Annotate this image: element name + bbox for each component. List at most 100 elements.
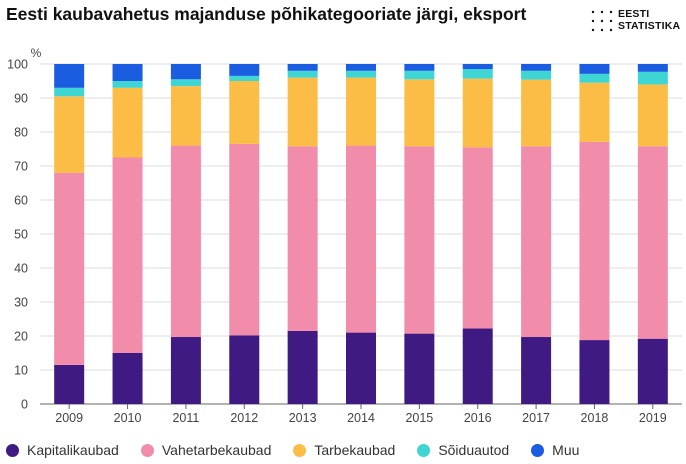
bar-segment	[637, 64, 668, 72]
bar-segment	[404, 64, 435, 71]
x-tick-label: 2011	[172, 411, 199, 425]
y-axis-unit-label: %	[31, 46, 42, 60]
bar-segment	[287, 70, 318, 78]
x-tick-label: 2010	[114, 411, 142, 425]
x-tick-label: 2019	[639, 411, 667, 425]
bar-segment	[462, 78, 493, 148]
bar-segment	[579, 141, 610, 341]
y-tick-label: 60	[14, 194, 28, 208]
bar-segment	[170, 79, 201, 87]
stacked-bar-chart: % 0 10 20 30 40 50 60 70 80 90 100 2009 2010 2011 201…	[7, 46, 682, 425]
x-tick-label: 2009	[55, 411, 83, 425]
legend-item: Sõiduautod	[417, 442, 509, 458]
bar-segment	[462, 147, 493, 329]
bar-segment	[579, 73, 610, 83]
bar-segment	[404, 79, 435, 147]
bar-segment	[462, 64, 493, 70]
bar-segment	[229, 64, 260, 76]
chart-title: Eesti kaubavahetus majanduse põhikategoo…	[6, 4, 527, 24]
bar-segment	[346, 77, 376, 146]
y-tick-label: 30	[14, 296, 28, 310]
bar-segment	[170, 64, 201, 80]
x-tick-label: 2017	[522, 411, 550, 425]
y-tick-label: 40	[14, 262, 28, 276]
bar-segment	[287, 330, 318, 404]
bar-segment	[579, 340, 610, 404]
y-tick-label: 70	[14, 160, 28, 174]
legend-label: Tarbekaubad	[314, 442, 396, 458]
bar-segment	[229, 75, 260, 81]
bar-segment	[170, 337, 201, 404]
bar-segment	[462, 69, 493, 79]
legend-label: Muu	[552, 442, 580, 458]
bar-segment	[229, 143, 260, 336]
legend-marker-icon	[6, 443, 19, 457]
legend-item: Tarbekaubad	[293, 442, 395, 458]
bar-segment	[346, 332, 376, 404]
x-tick-label: 2016	[464, 411, 492, 425]
legend-item: Kapitalikaubad	[6, 442, 119, 458]
bar-segment	[54, 87, 85, 97]
bar-segment	[579, 64, 610, 74]
bar-segment	[54, 96, 85, 173]
bar-segment	[170, 145, 201, 338]
bar-segment	[112, 87, 143, 158]
y-tick-label: 0	[21, 398, 28, 412]
legend-item: Muu	[531, 442, 579, 458]
bar-segment	[521, 337, 552, 404]
legend-marker-icon	[293, 443, 307, 457]
bar-segment	[287, 146, 318, 331]
bar-segment	[229, 81, 260, 144]
x-tick-label: 2012	[230, 411, 258, 425]
logo-text: EESTI STATISTIKA	[618, 8, 680, 32]
bar-segment	[112, 157, 143, 353]
bar-segment	[637, 71, 668, 85]
y-tick-label: 100	[7, 58, 28, 72]
eesti-statistika-logo: EESTI STATISTIKA	[590, 8, 680, 34]
logo-dots-icon	[591, 10, 613, 32]
x-axis-ticks: 2009 2010 2011 2012 2013 2014 2015 2016 2017 2018…	[55, 404, 667, 425]
bar-segment	[404, 146, 435, 334]
bar-segment	[404, 333, 435, 404]
bar-segment	[112, 353, 143, 404]
bar-segment	[521, 146, 552, 338]
y-tick-label: 10	[14, 364, 28, 378]
bar-segment	[637, 146, 668, 339]
y-tick-label: 80	[14, 126, 28, 140]
bar-segment	[287, 77, 318, 147]
bar-segment	[112, 81, 143, 88]
bar-segment	[637, 84, 668, 147]
y-tick-label: 20	[14, 330, 28, 344]
bar-segment	[346, 70, 376, 78]
legend-marker-icon	[140, 443, 154, 457]
bar-segment	[404, 70, 435, 80]
logo-line-1: EESTI	[618, 8, 650, 20]
bar-segment	[346, 64, 376, 71]
bar-segment	[54, 64, 85, 88]
bar-segment	[112, 64, 143, 81]
bar-segment	[637, 338, 668, 404]
x-tick-label: 2018	[581, 411, 609, 425]
bar-segment	[579, 82, 610, 142]
legend: Kapitalikaubad Vahetarbekaubad Tarbekaubad…	[6, 440, 601, 460]
y-tick-label: 90	[14, 92, 28, 106]
legend-item: Vahetarbekaubad	[140, 442, 272, 458]
bar-segment	[229, 335, 260, 404]
legend-marker-icon	[531, 443, 545, 457]
bar-segment	[521, 79, 552, 147]
y-axis-ticks: 0 10 20 30 40 50 60 70 80 90 100	[7, 58, 28, 412]
x-tick-label: 2015	[405, 411, 433, 425]
bar-segment	[346, 145, 376, 333]
x-tick-label: 2014	[347, 411, 375, 425]
y-tick-label: 50	[14, 228, 28, 242]
bars	[54, 64, 668, 404]
legend-label: Kapitalikaubad	[27, 442, 119, 458]
logo-line-2: STATISTIKA	[618, 20, 681, 32]
legend-label: Vahetarbekaubad	[161, 442, 272, 458]
bar-segment	[54, 364, 85, 404]
bar-segment	[521, 64, 552, 71]
bar-segment	[54, 172, 85, 365]
x-tick-label: 2013	[289, 411, 317, 425]
bar-segment	[462, 328, 493, 404]
bar-segment	[287, 64, 318, 71]
